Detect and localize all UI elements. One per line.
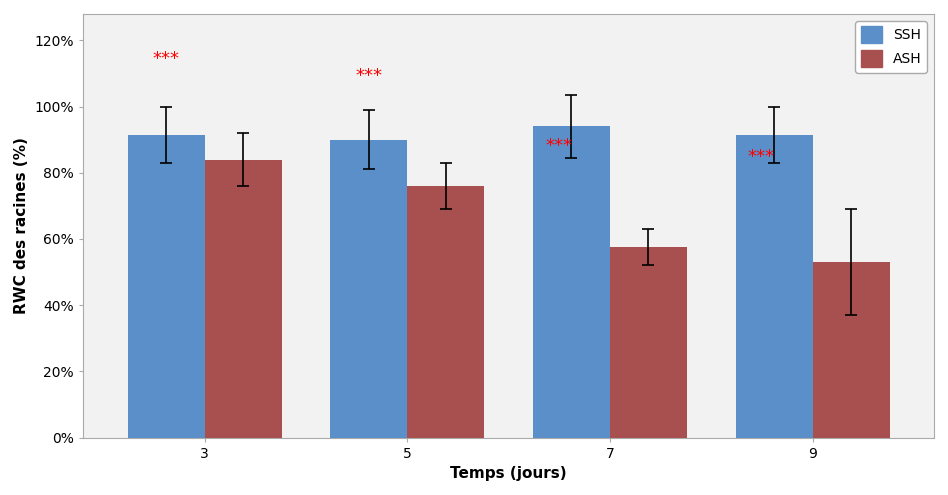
Text: ***: *** [748, 148, 775, 166]
Bar [408, 186, 484, 438]
Text: ***: *** [545, 137, 572, 154]
Bar [205, 159, 282, 438]
Bar [736, 135, 812, 438]
Bar [330, 140, 408, 438]
Y-axis label: RWC des racines (%): RWC des racines (%) [14, 137, 28, 314]
Bar [610, 247, 687, 438]
Bar [533, 126, 610, 438]
Text: ***: *** [356, 67, 382, 85]
X-axis label: Temps (jours): Temps (jours) [450, 466, 567, 481]
Bar [812, 262, 889, 438]
Legend: SSH, ASH: SSH, ASH [855, 21, 927, 73]
Text: ***: *** [153, 50, 179, 68]
Bar [128, 135, 205, 438]
